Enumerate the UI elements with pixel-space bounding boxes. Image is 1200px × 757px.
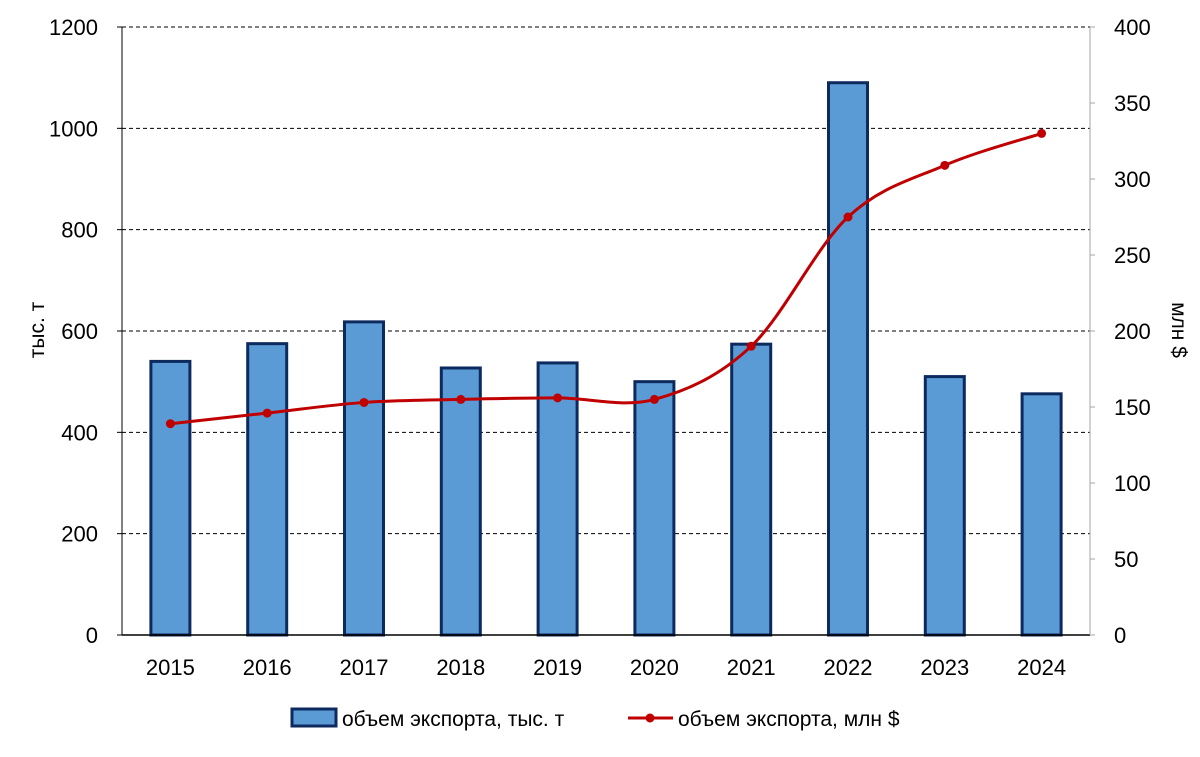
right-y-ticks: 0 50 100 150 200 250 300 350 400: [1090, 15, 1151, 648]
line-point: [940, 160, 950, 170]
legend-item-line: объем экспорта, млн $: [628, 708, 900, 731]
x-tick-label: 2021: [727, 655, 776, 680]
bar: [536, 361, 579, 637]
bar: [730, 342, 773, 637]
y-tick-label: 1000: [49, 116, 98, 141]
y-tick-label: 800: [61, 218, 98, 243]
line-point: [262, 408, 272, 418]
y2-tick-label: 150: [1114, 395, 1151, 420]
y-tick-label: 200: [61, 522, 98, 547]
line-point: [649, 394, 659, 404]
y2-tick-label: 300: [1114, 167, 1151, 192]
bar-series: [149, 81, 1063, 637]
bar: [923, 375, 966, 637]
x-tick-label: 2016: [243, 655, 292, 680]
y2-tick-label: 250: [1114, 243, 1151, 268]
y-tick-label: 0: [86, 623, 98, 648]
bar: [1020, 392, 1063, 637]
line-point: [746, 341, 756, 351]
y-axis-title: тыс. т: [26, 301, 49, 358]
x-tick-label: 2023: [920, 655, 969, 680]
y2-tick-label: 50: [1114, 547, 1138, 572]
legend-line-label: объем экспорта, млн $: [678, 708, 900, 731]
bar: [343, 320, 385, 637]
x-tick-label: 2019: [533, 655, 582, 680]
y-tick-label: 400: [61, 420, 98, 445]
line-point: [553, 393, 563, 403]
left-y-ticks: 0 200 400 600 800 1000 1200: [49, 15, 98, 648]
bar: [633, 380, 676, 637]
legend-item-bars: объем экспорта, тыс. т: [290, 707, 565, 731]
y-tick-label: 600: [61, 319, 98, 344]
bar: [149, 359, 192, 637]
line-point: [359, 397, 369, 407]
line-point: [165, 419, 175, 429]
x-tick-label: 2024: [1017, 655, 1066, 680]
y2-tick-label: 200: [1114, 319, 1151, 344]
x-tick-label: 2015: [146, 655, 195, 680]
legend-bar-swatch: [290, 707, 338, 728]
y2-tick-label: 100: [1114, 471, 1151, 496]
line-point: [843, 212, 853, 222]
x-tick-label: 2018: [436, 655, 485, 680]
bar: [439, 366, 482, 637]
legend-line-marker: [645, 713, 655, 723]
line-path: [170, 131, 1043, 426]
line-series: [165, 128, 1047, 429]
legend: объем экспорта, тыс. т объем экспорта, м…: [290, 707, 900, 731]
x-ticks: 2015 2016 2017 2018 2019 2020 2021 2022 2023 2024: [146, 655, 1066, 680]
x-tick-label: 2020: [630, 655, 679, 680]
legend-bar-label: объем экспорта, тыс. т: [342, 708, 565, 731]
line-point: [456, 394, 466, 404]
y2-axis-title: млн $: [1167, 302, 1190, 358]
bar: [827, 81, 869, 637]
y2-tick-label: 0: [1114, 623, 1126, 648]
y2-tick-label: 400: [1114, 15, 1151, 40]
y-tick-label: 1200: [49, 15, 98, 40]
line-point: [1037, 128, 1047, 138]
y2-tick-label: 350: [1114, 91, 1151, 116]
bar: [246, 342, 289, 637]
x-tick-label: 2022: [824, 655, 873, 680]
x-tick-label: 2017: [340, 655, 389, 680]
